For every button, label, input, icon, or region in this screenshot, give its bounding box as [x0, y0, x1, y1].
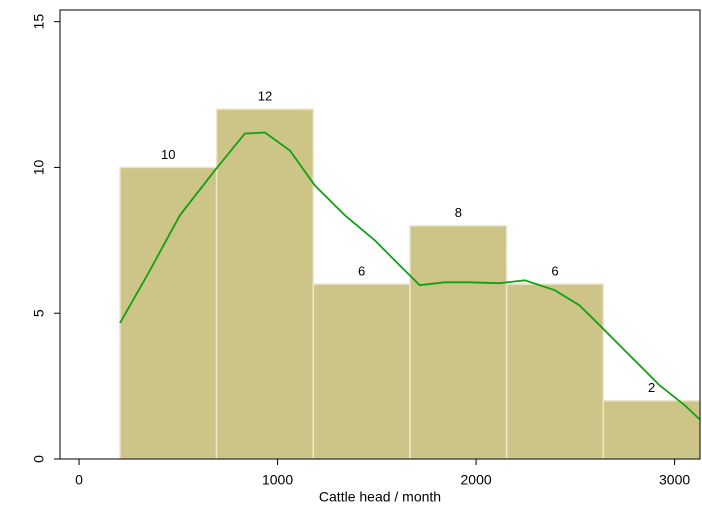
y-tick-label: 5: [31, 309, 47, 317]
bar: [312, 283, 411, 460]
value-label: 12: [258, 89, 272, 104]
value-label: 8: [455, 205, 462, 220]
bar: [409, 225, 508, 460]
bar: [215, 108, 315, 460]
x-tick-label: 1000: [262, 472, 293, 488]
y-tick-label: 10: [31, 159, 47, 175]
y-tick-label: 0: [31, 455, 47, 463]
x-tick-label: 0: [75, 472, 83, 488]
bar: [119, 166, 218, 460]
value-label: 6: [551, 264, 558, 279]
value-label: 10: [161, 147, 175, 162]
x-axis-title: Cattle head / month: [319, 489, 441, 505]
x-tick-label: 3000: [659, 472, 690, 488]
value-label: 6: [358, 264, 365, 279]
value-label: 2: [648, 380, 655, 395]
density-curve: [119, 131, 701, 420]
plot-frame: [59, 9, 701, 460]
bar: [602, 399, 701, 460]
bar: [505, 283, 605, 460]
y-tick-label: 15: [31, 14, 47, 30]
x-tick-label: 2000: [461, 472, 492, 488]
